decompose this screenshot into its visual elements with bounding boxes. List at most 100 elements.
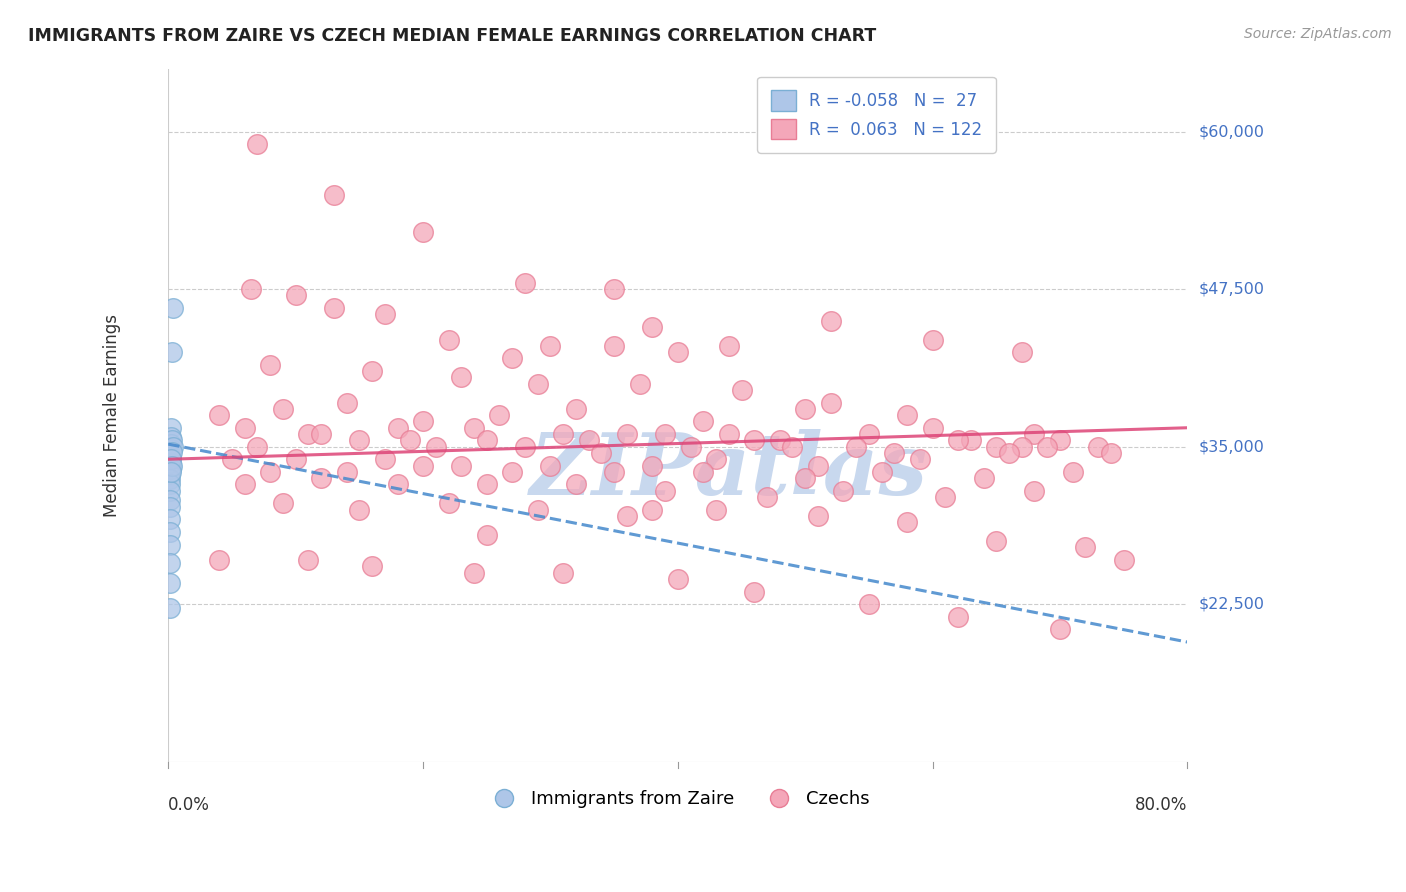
Point [742, 434, 765, 448]
Point [946, 610, 969, 624]
Point [450, 370, 472, 384]
Point [1036, 440, 1059, 454]
Point [756, 490, 779, 504]
Point [162, 440, 184, 454]
Point [387, 477, 409, 491]
Point [159, 538, 181, 552]
Point [908, 452, 931, 467]
Point [654, 427, 676, 442]
Point [501, 465, 523, 479]
Point [208, 553, 231, 567]
Point [336, 465, 359, 479]
Point [883, 446, 905, 460]
Point [1074, 541, 1097, 555]
Point [309, 427, 332, 442]
Point [603, 282, 626, 296]
Point [704, 452, 727, 467]
Point [538, 458, 561, 473]
Point [616, 508, 638, 523]
Point [526, 376, 548, 391]
Point [246, 440, 269, 454]
Point [654, 483, 676, 498]
Point [565, 477, 588, 491]
Point [159, 492, 181, 507]
Point [159, 525, 181, 540]
Point [374, 307, 396, 321]
Point [322, 187, 344, 202]
Point [692, 414, 714, 428]
Point [349, 502, 371, 516]
Point [820, 395, 842, 409]
Point [565, 401, 588, 416]
Point [159, 477, 181, 491]
Point [160, 444, 183, 458]
Point [322, 301, 344, 315]
Point [1024, 427, 1046, 442]
Point [450, 458, 472, 473]
Point [973, 471, 995, 485]
Point [666, 345, 689, 359]
Point [730, 383, 752, 397]
Text: $60,000: $60,000 [1198, 124, 1264, 139]
Point [162, 301, 184, 315]
Point [412, 226, 434, 240]
Text: Median Female Earnings: Median Female Earnings [103, 314, 121, 516]
Point [361, 559, 384, 574]
Point [986, 534, 1008, 549]
Point [1011, 345, 1033, 359]
Point [553, 427, 575, 442]
Point [717, 427, 740, 442]
Text: $22,500: $22,500 [1198, 597, 1264, 612]
Point [246, 137, 269, 152]
Point [934, 490, 956, 504]
Point [160, 450, 183, 464]
Point [641, 502, 664, 516]
Point [399, 434, 422, 448]
Point [437, 496, 460, 510]
Point [259, 465, 281, 479]
Point [896, 408, 918, 422]
Point [896, 516, 918, 530]
Point [160, 458, 183, 473]
Point [284, 288, 307, 302]
Point [794, 401, 817, 416]
Point [603, 465, 626, 479]
Point [233, 421, 256, 435]
Point [1062, 465, 1084, 479]
Point [475, 477, 498, 491]
Legend: Immigrants from Zaire, Czechs: Immigrants from Zaire, Czechs [478, 782, 877, 815]
Point [475, 528, 498, 542]
Point [1099, 446, 1122, 460]
Point [425, 440, 447, 454]
Point [782, 440, 804, 454]
Point [259, 358, 281, 372]
Point [959, 434, 981, 448]
Point [160, 442, 183, 457]
Point [412, 414, 434, 428]
Point [159, 601, 181, 615]
Point [159, 472, 181, 486]
Point [160, 421, 183, 435]
Point [1011, 440, 1033, 454]
Text: ZIPatlas: ZIPatlas [530, 429, 928, 512]
Point [1024, 483, 1046, 498]
Point [807, 508, 830, 523]
Point [297, 553, 319, 567]
Point [159, 575, 181, 590]
Point [271, 401, 294, 416]
Point [513, 276, 536, 290]
Point [946, 434, 969, 448]
Point [794, 471, 817, 485]
Point [159, 483, 181, 498]
Point [309, 471, 332, 485]
Point [769, 434, 792, 448]
Text: Source: ZipAtlas.com: Source: ZipAtlas.com [1244, 27, 1392, 41]
Point [513, 440, 536, 454]
Point [160, 456, 183, 470]
Point [159, 467, 181, 482]
Point [463, 566, 485, 580]
Point [387, 421, 409, 435]
Text: 0.0%: 0.0% [169, 797, 209, 814]
Point [208, 408, 231, 422]
Point [284, 452, 307, 467]
